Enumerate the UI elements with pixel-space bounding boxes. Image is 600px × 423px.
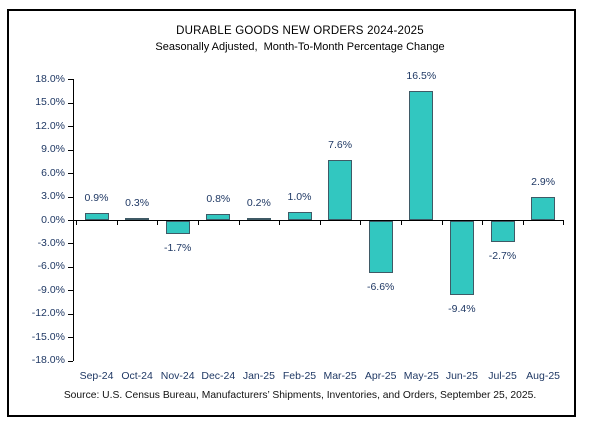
bar-data-label: 0.9% [84,191,109,204]
bar-data-label: 7.6% [328,139,353,152]
x-axis-tick-mark [279,221,281,225]
x-axis-tick-mark [482,221,484,225]
x-axis-zero-line [73,220,564,221]
y-axis-tick-mark [68,220,73,221]
x-axis-tick-mark [157,221,159,225]
x-axis-category-label: Nov-24 [160,370,195,382]
x-axis-category-label: Aug-25 [526,370,561,382]
bar-May-25 [409,90,434,220]
y-axis-tick-label: 3.0% [41,190,65,202]
y-axis-tick-label: -6.0% [37,260,65,273]
y-axis-tick-label: -12.0% [31,307,65,320]
x-axis-tick-mark [360,221,362,225]
x-axis-category-label: Dec-24 [201,370,236,382]
x-axis-category-label: Jul-25 [488,370,517,382]
x-axis-tick-mark [401,221,402,225]
y-axis-tick-mark [68,266,73,268]
bar-Nov-24 [165,221,190,235]
bar-Apr-25 [368,221,393,273]
bar-data-label: -2.7% [488,250,517,263]
bar-data-label: 0.3% [125,196,150,209]
bar-Sep-24 [84,212,109,220]
y-axis-line [73,79,74,361]
y-axis-tick-label: -18.0% [31,354,65,367]
bar-data-label: 2.9% [531,176,556,189]
bar-data-label: 16.5% [406,69,437,82]
y-axis-tick-label: 0.0% [41,213,65,226]
y-axis-tick-label: 9.0% [41,143,65,156]
chart-title: DURABLE GOODS NEW ORDERS 2024-2025 [176,25,424,37]
y-axis-tick-label: 6.0% [41,166,65,179]
y-axis-tick-label: -3.0% [37,236,65,249]
y-axis-tick-mark [68,290,73,292]
bar-Dec-24 [206,213,231,220]
y-axis-tick-mark [68,337,73,339]
y-axis-tick-mark [68,313,73,315]
x-axis-category-label: Oct-24 [121,370,153,382]
bar-Oct-24 [125,217,150,220]
y-axis-tick-label: -15.0% [31,330,65,343]
x-axis-tick-mark [116,221,118,225]
bar-data-label: 0.2% [246,197,271,210]
y-axis-tick-label: 18.0% [35,72,65,85]
x-axis-category-label: Jan-25 [242,370,275,382]
x-axis-category-label: Apr-25 [364,370,397,382]
bar-data-label: 0.8% [206,192,231,205]
y-axis-tick-mark [68,149,73,151]
bar-Aug-25 [531,197,556,220]
x-axis-tick-mark [319,221,321,225]
chart-subtitle: Seasonally Adjusted, Month-To-Month Perc… [155,41,445,53]
x-axis-category-label: Mar-25 [323,370,357,382]
bar-Mar-25 [328,160,353,220]
bar-data-label: 1.0% [287,191,312,204]
x-axis-category-label: Feb-25 [282,370,317,382]
y-axis-tick-mark [68,360,73,362]
bar-Feb-25 [287,212,312,220]
x-axis-tick-mark [238,221,240,225]
x-axis-tick-mark [198,221,199,225]
y-axis-tick-label: 15.0% [35,96,65,109]
source-note: Source: U.S. Census Bureau, Manufacturer… [63,390,537,401]
y-axis-tick-mark [68,243,73,245]
bar-data-label: -6.6% [366,280,395,293]
y-axis-tick-mark [68,102,73,104]
y-axis-tick-mark [68,173,73,175]
bar-Jan-25 [246,218,271,221]
bar-Jun-25 [449,221,474,295]
x-axis-tick-mark [76,221,78,225]
x-axis-category-label: May-25 [403,370,439,382]
bar-data-label: -9.4% [448,302,476,315]
bar-data-label: -1.7% [163,242,192,255]
x-axis-tick-mark [441,221,443,225]
x-axis-tick-mark [522,221,524,225]
y-axis-tick-label: -9.0% [37,283,65,296]
x-axis-category-label: Jun-25 [445,370,478,382]
bar-Jul-25 [490,221,515,243]
y-axis-tick-mark [68,196,73,198]
y-axis-tick-mark [68,79,73,81]
y-axis-tick-mark [68,126,73,128]
y-axis-tick-label: 12.0% [35,119,65,132]
x-axis-tick-mark [563,221,565,225]
x-axis-category-label: Sep-24 [79,370,114,382]
